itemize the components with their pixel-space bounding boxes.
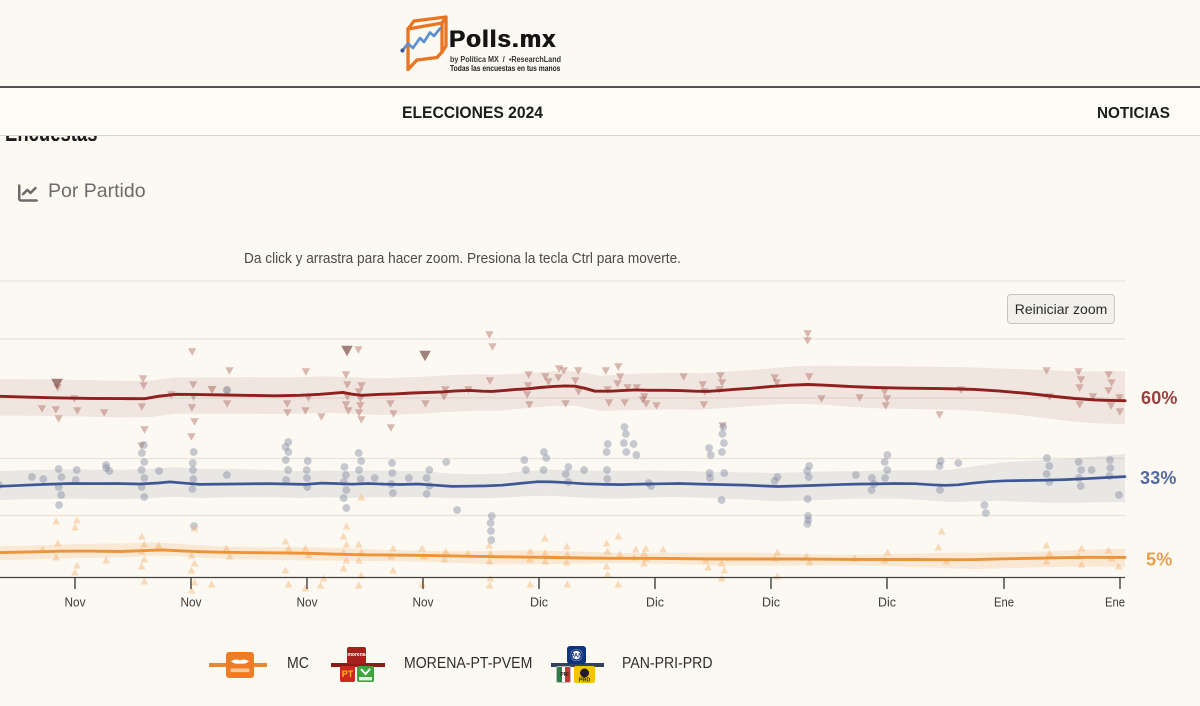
svg-text:PRD: PRD bbox=[579, 678, 591, 684]
svg-text:33%: 33% bbox=[1140, 468, 1177, 488]
svg-text:Dic: Dic bbox=[646, 594, 664, 609]
svg-text:60%: 60% bbox=[1141, 388, 1178, 408]
svg-text:Ene: Ene bbox=[994, 594, 1014, 609]
svg-text:Dic: Dic bbox=[530, 594, 548, 609]
svg-text:Nov: Nov bbox=[65, 594, 86, 609]
svg-text:5%: 5% bbox=[1146, 550, 1172, 570]
svg-text:Nov: Nov bbox=[413, 594, 434, 609]
svg-text:Nov: Nov bbox=[297, 594, 318, 609]
svg-text:Dic: Dic bbox=[762, 594, 780, 609]
svg-text:Dic: Dic bbox=[878, 594, 896, 609]
svg-text:Nov: Nov bbox=[181, 594, 202, 609]
svg-text:Ene: Ene bbox=[1105, 594, 1125, 609]
svg-text:PAN: PAN bbox=[570, 654, 582, 660]
